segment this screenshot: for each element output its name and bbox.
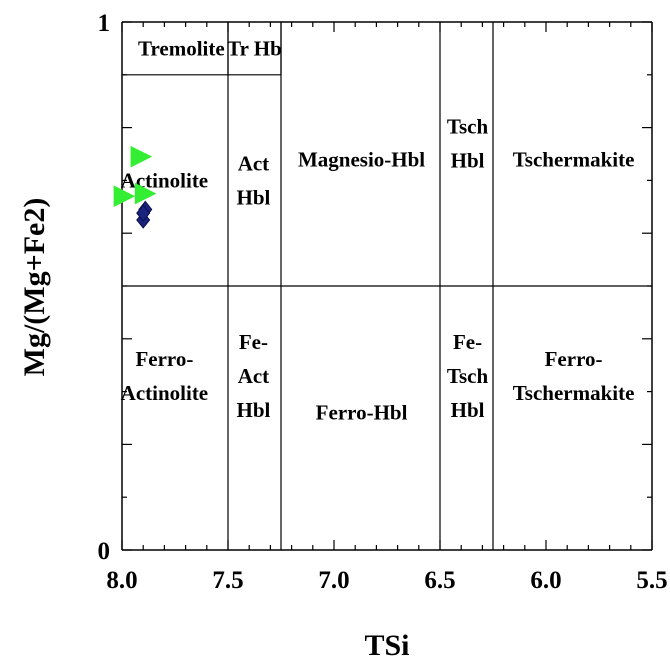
region-labels: Tremolite Tr Hb Actinolite Act Hbl Magnesio-H… <box>121 36 635 424</box>
data-point-triangle <box>130 145 153 168</box>
region-label-actinolite: Actinolite <box>121 381 208 405</box>
data-point-triangle <box>134 182 157 205</box>
region-label-tschermakite: Tschermakite <box>513 381 635 405</box>
region-boundaries <box>122 22 652 550</box>
x-tick-label: 7.0 <box>318 567 349 594</box>
region-label-act: Act <box>238 364 269 388</box>
region-label-ferro: Ferro- <box>135 347 193 371</box>
x-tick-label: 5.5 <box>636 567 667 594</box>
y-axis-title: Mg/(Mg+Fe2) <box>18 198 51 377</box>
region-label-tschermakite: Tschermakite <box>513 147 635 171</box>
region-label-ferro: Ferro- <box>545 347 603 371</box>
data-point-diamond <box>136 204 151 222</box>
x-tick-label: 8.0 <box>106 567 137 594</box>
region-label-tremolite: Tremolite <box>138 36 225 60</box>
x-axis-title: TSi <box>364 629 409 661</box>
y-tick-label: 1 <box>98 10 111 37</box>
region-label-magnesio-hbl: Magnesio-Hbl <box>298 147 425 171</box>
data-point-triangle <box>113 185 136 208</box>
region-label-actinolite: Actinolite <box>121 168 208 192</box>
region-label-hbl: Hbl <box>237 398 271 422</box>
tick-labels: 8.0 7.5 7.0 6.5 6.0 5.5 0 1 <box>98 10 668 594</box>
region-label-hbl: Hbl <box>451 398 485 422</box>
region-label-tsch: Tsch <box>447 364 489 388</box>
region-label-fe: Fe- <box>453 330 482 354</box>
region-label-tsch: Tsch <box>447 114 489 138</box>
x-tick-label: 6.5 <box>424 567 455 594</box>
y-tick-label: 0 <box>98 538 111 565</box>
region-label-tr-hb: Tr Hb <box>227 36 282 60</box>
x-tick-label: 7.5 <box>212 567 243 594</box>
region-label-ferro-hbl: Ferro-Hbl <box>316 401 408 425</box>
region-label-hbl: Hbl <box>237 185 271 209</box>
region-label-fe: Fe- <box>239 330 268 354</box>
region-label-hbl: Hbl <box>451 148 485 172</box>
data-points <box>113 145 157 229</box>
axis-ticks <box>121 21 653 551</box>
region-label-act: Act <box>238 151 269 175</box>
x-tick-label: 6.0 <box>530 567 561 594</box>
